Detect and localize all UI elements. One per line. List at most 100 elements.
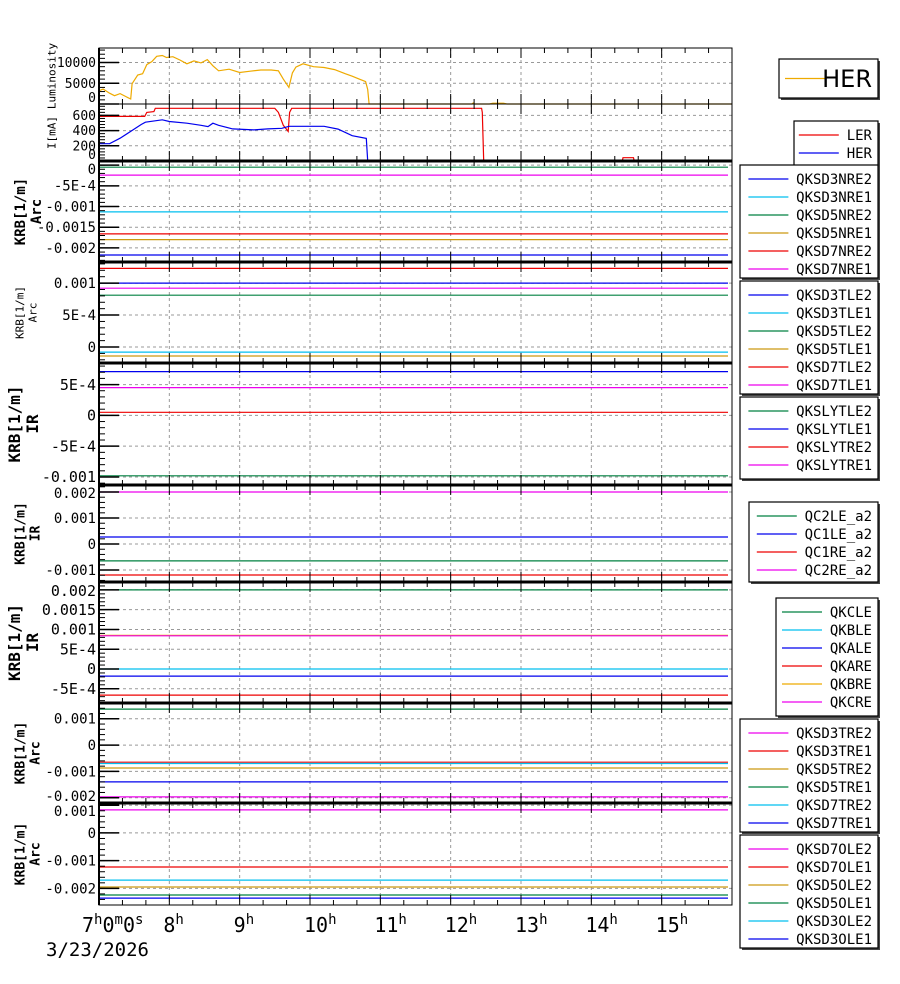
legend-label: QKSLYTRE2 [796, 440, 872, 456]
legend-3: QKSD3NRE2 QKSD3NRE1 QKSD5NRE2 QKSD5NRE1 QKSD… [739, 164, 880, 280]
x-tick-label: 7h0m0s [82, 912, 143, 937]
y-tick-label: -0.0015 [37, 220, 96, 236]
y-tick-label: -0.002 [45, 241, 96, 257]
panel-3: 0-5E-4 -0.001 -0.0015 -0.002 KRB[1/m] Arc [13, 159, 733, 263]
legend-label: QKSD7TRE2 [796, 798, 872, 814]
legend-label: QKSD3NRE2 [796, 172, 872, 188]
x-tick-label: 13h [515, 912, 548, 937]
legend-6: QC2LE_a2 QC1LE_a2 QC1RE_a2 QC2RE_a2 [748, 501, 880, 584]
legend-label: QKSD7TLE1 [796, 378, 872, 394]
legend-label: QKSD5TLE2 [796, 324, 872, 340]
legend-label: QKSD7TLE2 [796, 360, 872, 376]
panel-9: 0.001 0 -0.001 -0.002 KRB[1/m] Arc [14, 801, 733, 906]
legend-label: HER [822, 65, 872, 93]
panel-8: 0.001 0 -0.001 -0.002 KRB[1/m] Arc [14, 701, 733, 805]
x-tick-label: 12h [445, 912, 478, 937]
y-axis-label: I[mA] [46, 116, 59, 149]
y-tick-label: 200 [73, 139, 96, 154]
y-axis-label: IR [29, 526, 44, 542]
legend-label: QKSLYTRE1 [796, 458, 872, 474]
y-tick-label: -0.001 [45, 563, 96, 579]
y-tick-label: 0 [87, 407, 96, 425]
plot-frame [98, 484, 733, 583]
legend-label: HER [847, 146, 873, 162]
plot-frame [98, 362, 733, 486]
y-tick-label: 5E-4 [62, 308, 96, 324]
y-axis-label: KRB[1/m] [13, 178, 29, 245]
legend-label: QKSD5OLE1 [796, 896, 872, 912]
legend-label: QKSD5TRE2 [796, 762, 872, 778]
legend-9: QKSD7OLE2 QKSD7OLE1 QKSD5OLE2 QKSD5OLE1 QKSD… [739, 834, 880, 950]
y-tick-label: 0 [88, 91, 96, 106]
y-axis-label: Arc [29, 741, 44, 764]
legend-label: QKBRE [830, 677, 872, 693]
y-tick-label: 0.001 [54, 804, 96, 820]
date-label: 3/23/2026 [46, 939, 149, 961]
y-axis-label: Arc [29, 842, 44, 865]
y-tick-label: 5E-4 [60, 640, 96, 658]
series-line-LER [99, 107, 732, 162]
y-tick-label: 0.001 [54, 511, 96, 527]
legend-box [739, 280, 879, 395]
legend-label: QC2LE_a2 [805, 509, 872, 525]
y-tick-label: 0.002 [51, 582, 96, 600]
legend-label: QKSD5NRE1 [796, 226, 872, 242]
series-line-HER [98, 54, 732, 105]
legend-label: LER [847, 128, 873, 144]
y-tick-label: 0.001 [54, 712, 96, 728]
y-axis-label: Arc [29, 199, 45, 224]
y-tick-label: 0 [88, 340, 96, 356]
x-tick-label: 10h [304, 912, 337, 937]
series-line-HER [99, 119, 732, 162]
legend-label: QKARE [830, 659, 872, 675]
legend-label: QKSD5TRE1 [796, 780, 872, 796]
legend-label: QKSD7TRE1 [796, 816, 872, 832]
y-axis-label: KRB[1/m] [5, 385, 24, 462]
y-tick-label: 0 [87, 660, 96, 678]
plot-frame [98, 261, 733, 364]
legend-5: QKSLYTLE2 QKSLYTLE1 QKSLYTRE2 QKSLYTRE1 [739, 396, 880, 481]
y-axis-label: KRB[1/m] [14, 502, 29, 565]
legend-label: QKBLE [830, 623, 872, 639]
legend-label: QKALE [830, 641, 872, 657]
legend-label: QKSD3TRE1 [796, 744, 872, 760]
x-tick-label: 8h [163, 912, 183, 937]
legend-2: LER HER [793, 120, 880, 168]
legend-label: QC1LE_a2 [805, 527, 872, 543]
y-axis-label: KRB[1/m] [14, 823, 29, 886]
legend-label: QKSD3TRE2 [796, 726, 872, 742]
y-tick-label: 600 [73, 109, 96, 124]
legend-label: QKCRE [830, 695, 872, 711]
y-tick-label: -0.002 [45, 789, 96, 805]
legend-label: QC2RE_a2 [805, 563, 872, 579]
y-axis-label: Arc [27, 303, 40, 323]
legend-label: QKSD5OLE2 [796, 878, 872, 894]
legend-7: QKCLE QKBLE QKALE QKARE QKBRE QKCRE [775, 597, 880, 718]
panel-6: 0.002 0.001 0 -0.001 KRB[1/m] IR [14, 483, 733, 583]
plot-frame [98, 47, 733, 105]
legend-label: QKCLE [830, 605, 872, 621]
y-axis-label: KRB[1/m] [14, 286, 27, 339]
plot-frame [98, 802, 733, 906]
legend-label: QKSD7OLE2 [796, 842, 872, 858]
panel-5: 5E-4 0 -5E-4 -0.001 KRB[1/m] IR [5, 361, 733, 486]
panel-4: 0 5E-4 0.001 KRB[1/m] Arc [14, 260, 733, 364]
legend-1: HER [778, 58, 880, 100]
x-tick-label: 9h [234, 912, 254, 937]
y-tick-label: 0.001 [54, 276, 96, 292]
legend-box [739, 164, 879, 279]
legend-label: QKSD3OLE1 [796, 932, 872, 948]
legend-label: QKSD5NRE2 [796, 208, 872, 224]
legend-label: QKSD3TLE1 [796, 306, 872, 322]
legend-box [739, 718, 879, 833]
legend-box [775, 597, 879, 717]
y-tick-label: 0.001 [51, 621, 96, 639]
y-tick-label: 0.0015 [42, 601, 96, 619]
y-tick-label: 0 [88, 148, 96, 163]
x-tick-label: 15h [656, 912, 689, 937]
legend-label: QKSD3NRE1 [796, 190, 872, 206]
plot-frame [98, 702, 733, 804]
